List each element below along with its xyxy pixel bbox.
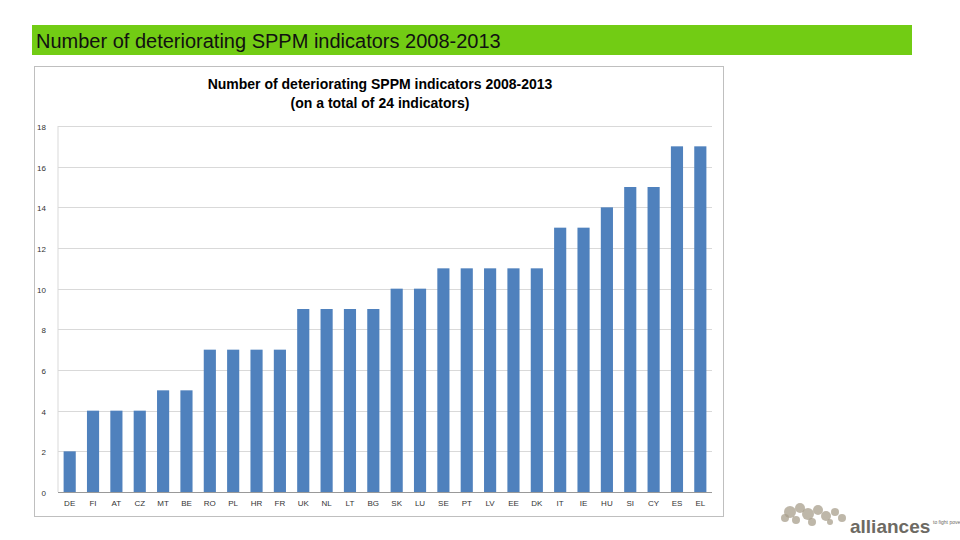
bar xyxy=(204,350,216,492)
slide-canvas: Number of deteriorating SPPM indicators … xyxy=(0,0,960,540)
logo-graphic xyxy=(838,514,846,522)
x-tick-label: SE xyxy=(438,499,449,508)
x-tick-label: HR xyxy=(251,499,263,508)
logo-graphic xyxy=(781,514,789,522)
x-tick-label: LT xyxy=(346,499,355,508)
y-tick-label: 8 xyxy=(42,326,47,335)
logo-graphic xyxy=(808,518,816,526)
x-tick-label: ES xyxy=(672,499,683,508)
bar xyxy=(180,390,192,492)
x-tick-label: DK xyxy=(531,499,543,508)
y-tick-label: 12 xyxy=(37,245,46,254)
y-tick-label: 6 xyxy=(42,367,47,376)
x-tick-label: IT xyxy=(557,499,564,508)
bar xyxy=(367,309,379,492)
bar xyxy=(414,289,426,492)
chart-frame xyxy=(35,67,724,517)
slide: Number of deteriorating SPPM indicators … xyxy=(0,0,960,540)
y-tick-label: 4 xyxy=(42,408,47,417)
x-tick-label: PT xyxy=(462,499,472,508)
logo-name: alliances xyxy=(850,516,930,537)
grid-line xyxy=(58,492,712,493)
bar xyxy=(507,268,519,492)
x-tick-label: EL xyxy=(695,499,705,508)
x-tick-label: NL xyxy=(321,499,332,508)
x-tick-label: LV xyxy=(486,499,496,508)
x-tick-label: AT xyxy=(112,499,122,508)
x-tick-label: SI xyxy=(626,499,634,508)
bar xyxy=(321,309,333,492)
bar xyxy=(577,228,589,492)
x-tick-label: MT xyxy=(157,499,169,508)
bar xyxy=(227,350,239,492)
bar xyxy=(437,268,449,492)
grid-line xyxy=(58,289,712,290)
x-tick-label: BG xyxy=(368,499,380,508)
logo-tagline: to fight poverty xyxy=(933,519,960,525)
x-tick-label: BE xyxy=(181,499,192,508)
x-tick-label: RO xyxy=(204,499,216,508)
x-tick-label: SK xyxy=(391,499,402,508)
logo-graphic xyxy=(813,505,823,515)
bar xyxy=(671,146,683,492)
x-tick-label: FI xyxy=(89,499,96,508)
logo-graphic xyxy=(831,508,839,516)
bar xyxy=(484,268,496,492)
bar xyxy=(134,411,146,492)
x-tick-label: LU xyxy=(415,499,425,508)
bar xyxy=(87,411,99,492)
bar xyxy=(531,268,543,492)
grid-line xyxy=(58,248,712,249)
y-tick-label: 10 xyxy=(37,286,46,295)
x-tick-label: FR xyxy=(275,499,286,508)
grid-line xyxy=(58,207,712,208)
logo-graphic xyxy=(827,519,833,525)
y-tick-label: 14 xyxy=(37,204,46,213)
chart-subtitle: (on a total of 24 indicators) xyxy=(291,95,470,111)
x-tick-label: CZ xyxy=(134,499,145,508)
bar xyxy=(694,146,706,492)
y-tick-label: 16 xyxy=(37,164,46,173)
grid-line xyxy=(58,126,712,127)
x-tick-label: CY xyxy=(648,499,660,508)
bar xyxy=(461,268,473,492)
bar xyxy=(297,309,309,492)
bar xyxy=(391,289,403,492)
chart-title: Number of deteriorating SPPM indicators … xyxy=(208,76,553,92)
bar xyxy=(157,390,169,492)
grid-line xyxy=(58,411,712,412)
y-tick-label: 18 xyxy=(37,123,46,132)
x-tick-label: IE xyxy=(580,499,588,508)
bar xyxy=(624,187,636,492)
header-bar xyxy=(32,25,912,55)
logo: alliancesto fight poverty xyxy=(781,503,960,537)
bar xyxy=(554,228,566,492)
x-tick-label: DE xyxy=(64,499,75,508)
x-axis-line xyxy=(58,492,712,493)
bar xyxy=(344,309,356,492)
grid-line xyxy=(58,329,712,330)
x-tick-label: EE xyxy=(508,499,519,508)
x-tick-label: HU xyxy=(601,499,613,508)
y-axis-line xyxy=(58,126,59,492)
x-tick-label: UK xyxy=(298,499,310,508)
bar xyxy=(648,187,660,492)
x-tick-label: PL xyxy=(228,499,238,508)
bar xyxy=(250,350,262,492)
grid-line xyxy=(58,451,712,452)
grid-line xyxy=(58,167,712,168)
header-title: Number of deteriorating SPPM indicators … xyxy=(36,30,501,52)
y-tick-label: 0 xyxy=(42,489,47,498)
y-tick-label: 2 xyxy=(42,448,47,457)
bar xyxy=(601,207,613,492)
logo-graphic xyxy=(792,516,800,524)
grid-line xyxy=(58,370,712,371)
bar xyxy=(110,411,122,492)
bar xyxy=(274,350,286,492)
bar xyxy=(64,451,76,492)
bars xyxy=(64,146,707,492)
